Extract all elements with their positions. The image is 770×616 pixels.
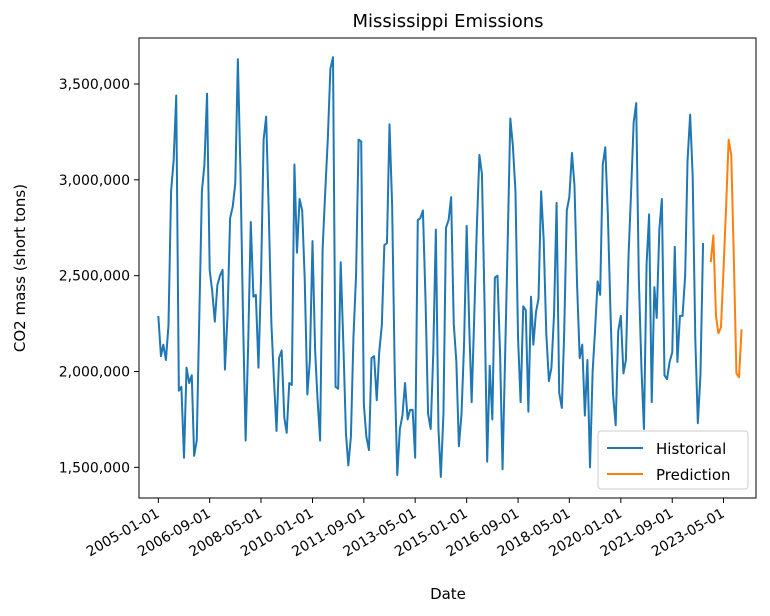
y-tick-label: 3,500,000 (59, 77, 130, 93)
y-axis-title: CO2 mass (short tons) (11, 184, 29, 352)
y-tick-label: 2,000,000 (59, 365, 130, 381)
chart-title: Mississippi Emissions (352, 11, 543, 32)
series-line-historical (157, 56, 705, 478)
x-axis-title: Date (430, 585, 466, 603)
x-axis: 2005-01-012006-09-012008-05-012010-01-01… (84, 498, 727, 560)
series-layer (157, 56, 743, 478)
legend: Historical Prediction (597, 430, 749, 490)
legend-label-prediction: Prediction (656, 466, 731, 484)
series-line-prediction (709, 138, 743, 379)
legend-label-historical: Historical (656, 440, 726, 458)
y-tick-label: 3,000,000 (59, 173, 130, 189)
plot-frame (138, 37, 757, 499)
y-tick-label: 1,500,000 (59, 460, 130, 476)
y-axis: 1,500,000 2,000,000 2,500,000 3,000,000 3,50… (59, 77, 139, 476)
y-tick-label: 2,500,000 (59, 269, 130, 285)
